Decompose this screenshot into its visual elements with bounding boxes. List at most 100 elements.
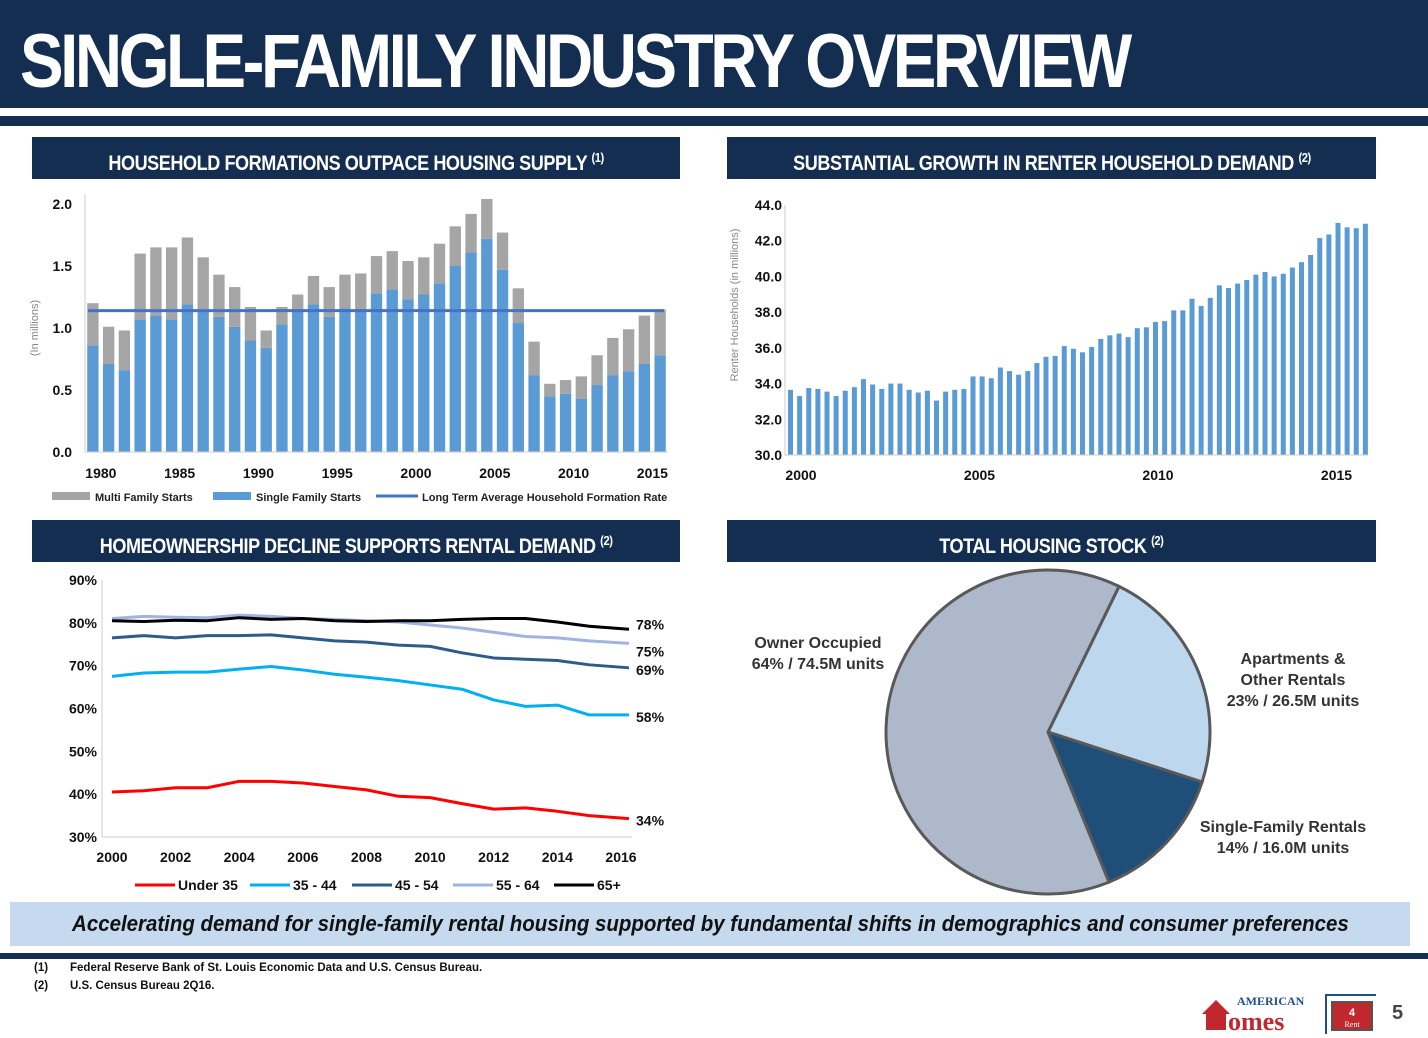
chart-household-formations: 0.0 0.5 1.0 1.5 2.0 (In millions) 1980 1985 1990… — [29, 194, 668, 504]
x-tick-label: 2010 — [558, 465, 589, 481]
x-tick-label: 2000 — [785, 467, 816, 483]
bar-multi-family — [559, 380, 572, 394]
bar-renter-households — [943, 391, 949, 455]
bar-renter-households — [1061, 346, 1067, 455]
bar-single-family — [339, 308, 351, 452]
legend-label: Long Term Average Household Formation Ra… — [422, 492, 667, 504]
bar-renter-households — [1162, 321, 1168, 455]
bar-renter-households — [1043, 356, 1049, 455]
chart-renter-households: 30.0 32.0 34.0 36.0 38.0 40.0 42.0 44.0 Renter H… — [729, 197, 1368, 483]
bar-renter-households — [1034, 363, 1040, 455]
bar-single-family — [229, 326, 241, 452]
bar-renter-households — [1271, 276, 1277, 455]
pie-label: Other Rentals — [1241, 672, 1346, 689]
bar-single-family — [323, 316, 335, 452]
bar-renter-households — [1080, 352, 1086, 455]
svg-text:AMERICAN: AMERICAN — [1237, 994, 1305, 1008]
bar-renter-households — [870, 384, 876, 455]
bar-single-family — [433, 283, 446, 452]
x-tick-label: 2010 — [1142, 467, 1173, 483]
pie-label: Apartments & — [1241, 651, 1346, 668]
footnote-2: (2) U.S. Census Bureau 2Q16. — [34, 980, 214, 992]
end-value-label: 58% — [636, 709, 665, 725]
header-bar — [0, 0, 1428, 108]
bar-renter-households — [842, 390, 848, 455]
bar-renter-households — [888, 383, 894, 455]
bar-single-family — [244, 340, 257, 452]
bar-renter-households — [906, 389, 912, 455]
bar-single-family — [481, 238, 493, 452]
bar-renter-households — [970, 376, 976, 455]
footnote-text: Federal Reserve Bank of St. Louis Econom… — [70, 962, 483, 974]
bar-multi-family — [165, 247, 178, 320]
header-rule — [0, 116, 1428, 126]
section-note: (2) — [1151, 533, 1164, 548]
y-tick-label: 0.5 — [53, 382, 73, 398]
pie-slice — [1045, 729, 1204, 885]
legend-label: Under 35 — [178, 877, 238, 893]
pie-label: Single-Family Rentals — [1200, 819, 1366, 836]
pie-label: 64% / 74.5M units — [752, 656, 885, 673]
x-tick-label: 1985 — [164, 465, 195, 481]
x-tick-label: 1995 — [322, 465, 353, 481]
bar-renter-households — [1207, 297, 1213, 455]
bar-single-family — [449, 266, 461, 452]
end-value-label: 69% — [636, 662, 665, 678]
y-axis-label: (In millions) — [29, 300, 41, 356]
x-tick-label: 2004 — [224, 849, 255, 865]
y-tick-label: 30% — [69, 829, 98, 845]
bar-renter-households — [851, 387, 857, 455]
bar-multi-family — [323, 287, 335, 317]
x-tick-label: 1980 — [85, 465, 116, 481]
legend-label: 55 - 64 — [496, 877, 540, 893]
section-header-renter-demand: SUBSTANTIAL GROWTH IN RENTER HOUSEHOLD D… — [727, 137, 1376, 179]
section-header-housing-stock: TOTAL HOUSING STOCK (2) — [727, 520, 1376, 562]
bar-renter-households — [988, 378, 994, 455]
bar-renter-households — [997, 367, 1003, 455]
x-tick-label: 2005 — [479, 465, 510, 481]
bar-multi-family — [150, 247, 162, 316]
bar-single-family — [276, 324, 288, 452]
y-tick-label: 2.0 — [53, 196, 73, 212]
bar-single-family — [150, 315, 162, 452]
bar-multi-family — [449, 226, 461, 266]
bar-renter-households — [1235, 283, 1241, 455]
bar-renter-households — [1216, 285, 1222, 455]
bar-single-family — [559, 393, 572, 452]
x-tick-label: 2016 — [605, 849, 636, 865]
pie-slice — [1045, 584, 1212, 784]
bar-multi-family — [512, 288, 524, 324]
legend-label: 35 - 44 — [293, 877, 337, 893]
bar-multi-family — [260, 330, 272, 348]
bar-single-family — [213, 316, 225, 452]
bar-multi-family — [370, 256, 383, 294]
bar-single-family — [654, 355, 666, 452]
bar-renter-households — [879, 388, 885, 455]
bar-renter-households — [1098, 338, 1104, 455]
bar-single-family — [260, 347, 272, 452]
bar-single-family — [165, 319, 178, 452]
bar-renter-households — [1107, 335, 1113, 455]
bar-multi-family — [591, 355, 603, 386]
bar-single-family — [386, 289, 398, 452]
bar-single-family — [512, 323, 524, 452]
bar-renter-households — [1244, 280, 1250, 455]
bar-renter-households — [1189, 298, 1195, 455]
bar-renter-households — [1280, 273, 1286, 455]
bar-single-family — [496, 269, 509, 452]
bar-multi-family — [197, 257, 209, 310]
x-tick-label: 2005 — [964, 467, 995, 483]
y-tick-label: 36.0 — [755, 340, 782, 356]
bar-renter-households — [833, 396, 839, 455]
bar-multi-family — [339, 274, 351, 309]
y-tick-label: 1.5 — [53, 258, 73, 274]
bar-renter-households — [1289, 267, 1295, 455]
bar-multi-family — [638, 315, 651, 364]
y-tick-label: 34.0 — [755, 376, 782, 392]
y-tick-label: 32.0 — [755, 411, 782, 427]
bar-single-family — [307, 304, 320, 452]
bar-multi-family — [607, 337, 619, 376]
bar-multi-family — [276, 306, 288, 325]
bar-multi-family — [654, 309, 666, 356]
